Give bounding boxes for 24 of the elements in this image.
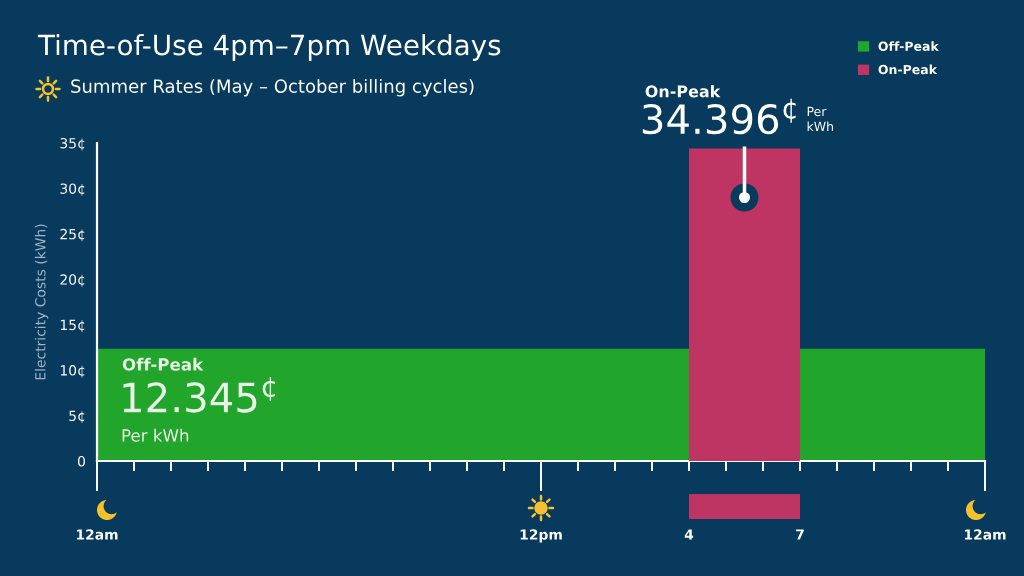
y-tick-label: 5¢ <box>69 410 85 423</box>
chart-title: Time-of-Use 4pm–7pm Weekdays <box>37 34 501 61</box>
data-label: 12.345$^{¢}$ <box>123 377 275 413</box>
y-tick-label: 20¢ <box>60 274 85 287</box>
x-tick-label: 12am <box>964 529 1006 540</box>
text: Off-Peak <box>122 357 204 371</box>
annotation: Per kWh <box>122 428 189 442</box>
chart-subtitle: Summer Rates (May – October billing cycles) <box>71 79 474 97</box>
x-tick-label: 12pm <box>520 529 562 543</box>
y-tick-label: 15¢ <box>60 319 85 333</box>
y-tick-label: 0 <box>77 455 85 467</box>
x-tick-label: 7 <box>796 529 804 540</box>
x-tick-label: 4 <box>684 529 694 540</box>
y-axis-title: Electricity Costs (kWh) <box>34 224 49 380</box>
text: Per kWh <box>807 106 833 131</box>
y-tick-label: 30¢ <box>60 183 85 196</box>
y-tick-label: 35¢ <box>60 137 85 151</box>
text: On-Peak <box>645 85 721 98</box>
x-tick-label: 12am <box>76 529 118 540</box>
y-tick-label: 25¢ <box>60 228 85 242</box>
legend-label: Off-Peak <box>878 41 939 51</box>
data-label: 34.396$^{¢}$ <box>642 98 796 135</box>
y-tick-label: 10¢ <box>60 365 85 378</box>
legend-label: On-Peak <box>878 64 938 75</box>
